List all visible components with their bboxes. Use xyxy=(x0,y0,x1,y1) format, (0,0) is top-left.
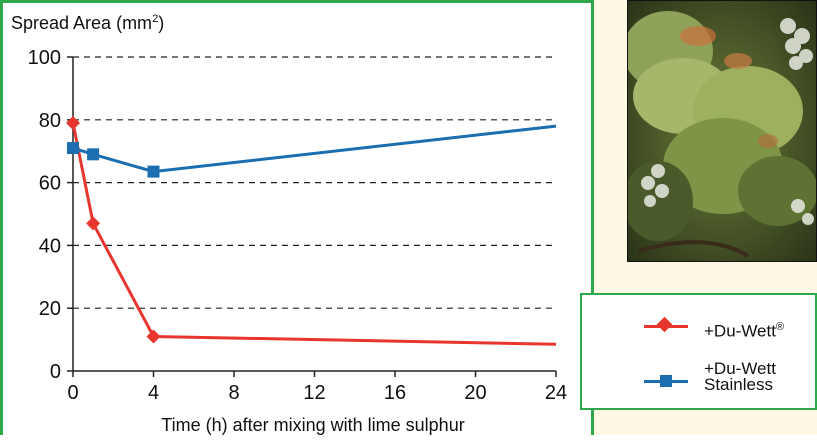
y-tick-label: 100 xyxy=(28,47,61,69)
data-point-square xyxy=(67,142,79,155)
gridlines xyxy=(73,56,556,309)
x-tick-label: 8 xyxy=(228,382,239,404)
y-tick-label: 40 xyxy=(39,235,61,257)
data-point-diamond xyxy=(86,216,101,231)
y-axis-label-close: ) xyxy=(158,13,164,33)
legend-label-duwett-stainless: +Du-Wett Stainless xyxy=(704,359,776,394)
x-tick-label: 20 xyxy=(464,382,486,404)
y-axis-label: Spread Area (mm2) xyxy=(11,13,164,33)
legend-label-duwett: +Du-Wett® xyxy=(704,319,784,340)
series xyxy=(66,115,557,346)
x-tick-label: 12 xyxy=(303,382,325,404)
legend-label-duwett-superscript: ® xyxy=(775,321,785,333)
legend-square-marker xyxy=(660,375,672,387)
line-chart: 0 20 40 60 80 100 0 4 8 12 16 20 24 Spread Area (mm2… xyxy=(11,13,568,435)
legend-label-stainless-line2: Stainless xyxy=(704,375,773,394)
series-line-0 xyxy=(71,122,557,346)
x-tick-label: 4 xyxy=(148,382,159,404)
data-point-diamond xyxy=(146,329,161,344)
y-tick-label: 80 xyxy=(39,110,61,132)
y-axis-label-superscript: 2 xyxy=(152,13,158,25)
legend-diamond-marker xyxy=(656,316,673,333)
grapevine-photo-image xyxy=(628,1,816,261)
legend: +Du-Wett® +Du-Wett Stainless xyxy=(580,293,817,410)
x-tick-label: 0 xyxy=(67,382,78,404)
x-axis-label: Time (h) after mixing with lime sulphur xyxy=(161,415,464,435)
axes: 0 20 40 60 80 100 0 4 8 12 16 20 24 xyxy=(28,47,568,404)
y-tick-label: 20 xyxy=(39,298,61,320)
y-tick-label: 0 xyxy=(50,361,61,383)
x-tick-label: 24 xyxy=(545,382,567,404)
grapevine-photo xyxy=(627,0,817,262)
data-point-square xyxy=(147,165,160,178)
data-point-square xyxy=(87,148,100,161)
legend-label-duwett-text: +Du-Wett xyxy=(704,321,776,341)
legend-label-stainless-line1: +Du-Wett xyxy=(704,359,776,378)
chart-panel: 0 20 40 60 80 100 0 4 8 12 16 20 24 Spread Area (mm2… xyxy=(0,0,594,435)
x-tick-label: 16 xyxy=(384,382,406,404)
series-line-1 xyxy=(72,124,557,174)
data-point-diamond xyxy=(66,115,80,130)
y-axis-label-text: Spread Area (mm xyxy=(11,13,152,33)
y-tick-label: 60 xyxy=(39,173,61,195)
